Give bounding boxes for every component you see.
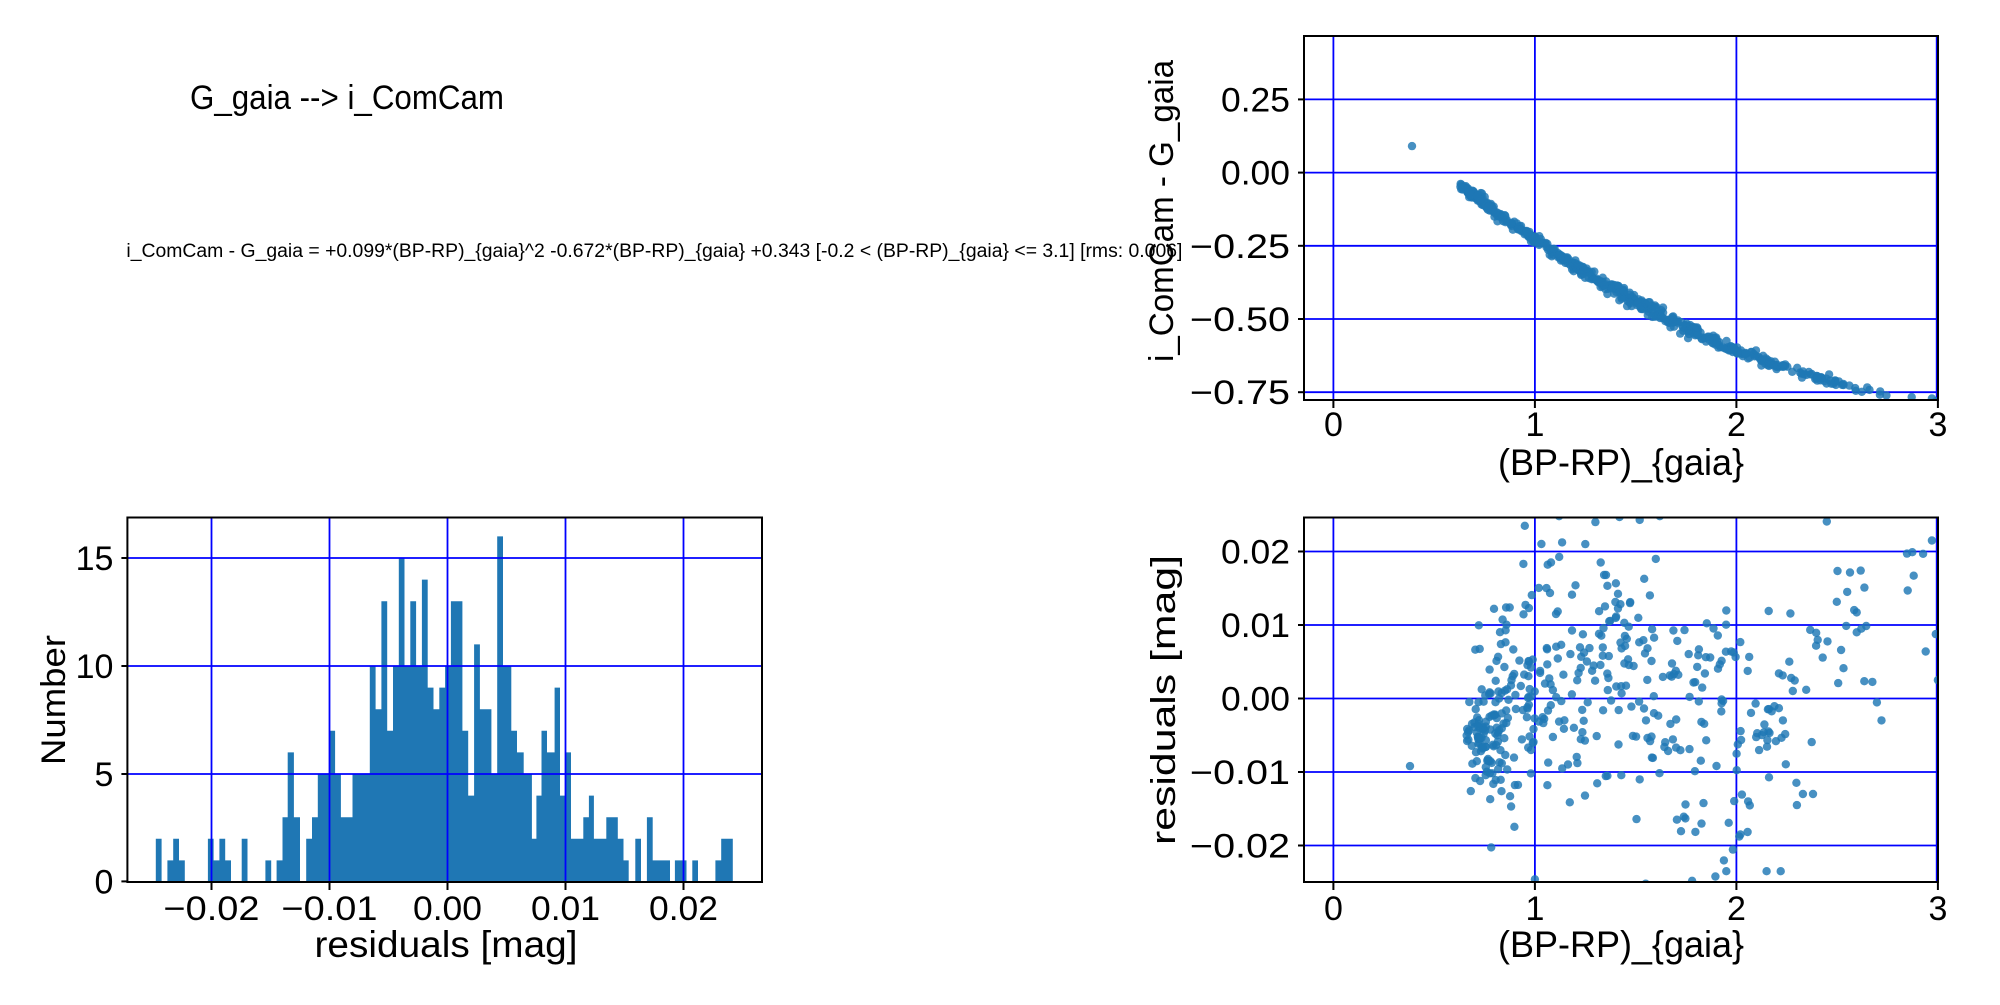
svg-text:3: 3 <box>1928 406 1947 444</box>
svg-text:Number: Number <box>35 635 73 765</box>
svg-text:0: 0 <box>94 863 113 901</box>
svg-text:0.02: 0.02 <box>1221 534 1290 572</box>
svg-text:residuals [mag]: residuals [mag] <box>1145 555 1183 845</box>
svg-text:(BP-RP)_{gaia}: (BP-RP)_{gaia} <box>1498 924 1744 965</box>
svg-text:0.25: 0.25 <box>1221 81 1290 119</box>
svg-text:i_ComCam - G_gaia: i_ComCam - G_gaia <box>1143 60 1181 362</box>
svg-text:0.01: 0.01 <box>531 890 600 928</box>
svg-text:5: 5 <box>94 756 113 794</box>
svg-text:−0.02: −0.02 <box>1190 828 1290 866</box>
svg-text:−0.75: −0.75 <box>1190 374 1290 412</box>
svg-text:0.00: 0.00 <box>1221 681 1290 719</box>
svg-text:i_ComCam - G_gaia = +0.099*(BP: i_ComCam - G_gaia = +0.099*(BP-RP)_{gaia… <box>126 241 1182 262</box>
svg-text:1: 1 <box>1525 890 1544 928</box>
svg-text:10: 10 <box>76 648 114 686</box>
svg-text:1: 1 <box>1525 406 1544 444</box>
svg-text:15: 15 <box>76 540 114 578</box>
svg-text:−0.25: −0.25 <box>1190 228 1290 266</box>
svg-text:−0.02: −0.02 <box>164 890 260 928</box>
svg-text:2: 2 <box>1727 406 1746 444</box>
svg-text:0.02: 0.02 <box>649 890 718 928</box>
svg-text:2: 2 <box>1727 890 1746 928</box>
svg-text:0: 0 <box>1324 406 1343 444</box>
svg-text:G_gaia --> i_ComCam: G_gaia --> i_ComCam <box>190 79 504 117</box>
svg-text:residuals [mag]: residuals [mag] <box>315 924 578 965</box>
svg-text:−0.01: −0.01 <box>282 890 378 928</box>
svg-text:0.00: 0.00 <box>413 890 482 928</box>
svg-text:0.01: 0.01 <box>1221 607 1290 645</box>
svg-text:3: 3 <box>1928 890 1947 928</box>
svg-text:0: 0 <box>1324 890 1343 928</box>
svg-text:0.00: 0.00 <box>1221 155 1290 193</box>
svg-text:−0.01: −0.01 <box>1190 754 1290 792</box>
svg-text:−0.50: −0.50 <box>1190 301 1290 339</box>
svg-text:(BP-RP)_{gaia}: (BP-RP)_{gaia} <box>1498 442 1744 483</box>
